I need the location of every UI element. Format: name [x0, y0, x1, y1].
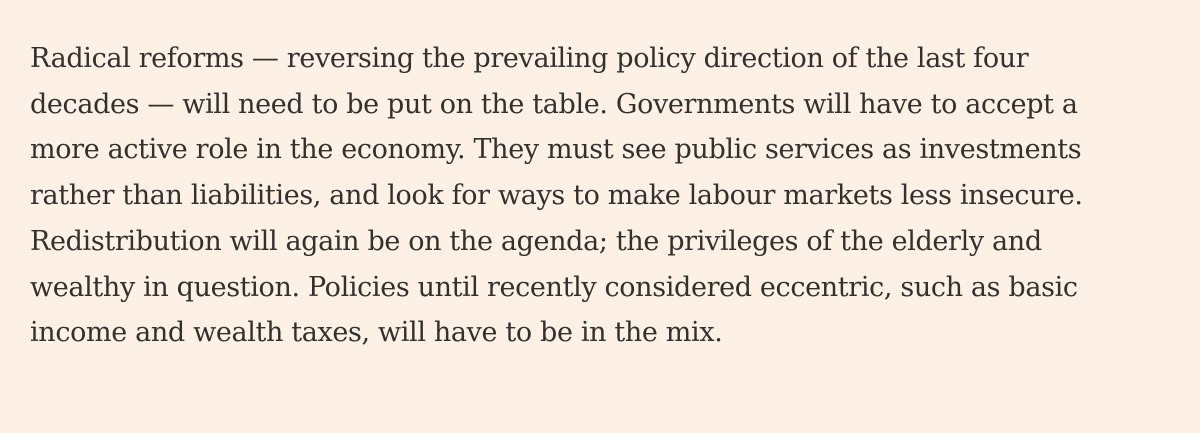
paragraph-line: income and wealth taxes, will have to be…: [30, 317, 723, 349]
paragraph-line: Radical reforms — reversing the prevaili…: [30, 43, 1029, 74]
article-paragraph: Radical reforms — reversing the prevaili…: [30, 36, 1190, 356]
paragraph-line: more active role in the economy. They mu…: [30, 134, 1082, 166]
paragraph-line: rather than liabilities, and look for wa…: [30, 180, 1083, 212]
paragraph-line: decades — will need to be put on the tab…: [30, 88, 1078, 120]
paragraph-line: wealthy in question. Policies until rece…: [30, 271, 1078, 303]
paragraph-line: Redistribution will again be on the agen…: [30, 225, 1042, 257]
